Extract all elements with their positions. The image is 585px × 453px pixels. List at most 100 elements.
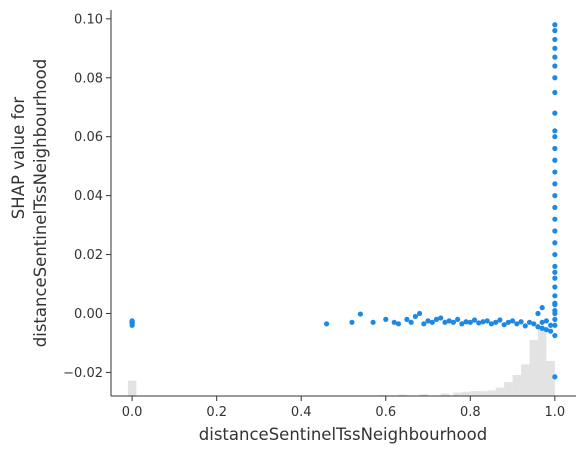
data-point bbox=[535, 324, 541, 330]
x-tick-label: 1.0 bbox=[545, 405, 566, 420]
y-axis-label-line1: SHAP value for bbox=[9, 97, 28, 220]
data-point bbox=[552, 54, 558, 60]
data-point bbox=[552, 310, 558, 317]
data-point bbox=[463, 319, 469, 325]
data-point bbox=[129, 320, 135, 326]
x-tick-label: 0.4 bbox=[291, 405, 312, 420]
data-point bbox=[404, 316, 410, 322]
data-point bbox=[543, 318, 550, 324]
data-point bbox=[552, 63, 558, 69]
x-tick-label: 0.2 bbox=[206, 405, 227, 420]
scatter-points bbox=[129, 22, 558, 380]
data-point bbox=[552, 269, 558, 275]
axes bbox=[110, 10, 576, 397]
data-point bbox=[383, 316, 389, 322]
data-point bbox=[476, 320, 482, 326]
data-point bbox=[357, 311, 364, 317]
data-point bbox=[471, 317, 478, 323]
data-point bbox=[438, 315, 444, 321]
data-point bbox=[505, 319, 511, 325]
data-point bbox=[442, 319, 448, 325]
data-point bbox=[459, 321, 465, 327]
data-point bbox=[408, 319, 414, 325]
histogram-bar bbox=[470, 391, 479, 396]
data-point bbox=[395, 321, 402, 327]
data-point bbox=[446, 318, 452, 324]
feature-histogram bbox=[127, 326, 555, 396]
data-point bbox=[429, 319, 435, 325]
data-point bbox=[552, 169, 558, 175]
data-point bbox=[548, 328, 554, 334]
data-point bbox=[552, 240, 558, 246]
histogram-bar bbox=[512, 375, 522, 396]
data-point bbox=[543, 327, 550, 333]
x-tick-label: 0.0 bbox=[122, 405, 143, 420]
data-point bbox=[535, 310, 541, 317]
x-tick-label: 0.6 bbox=[375, 405, 396, 420]
data-point bbox=[552, 263, 558, 269]
data-point bbox=[539, 305, 545, 311]
data-point bbox=[552, 22, 558, 28]
data-point bbox=[467, 319, 473, 325]
data-point bbox=[552, 181, 558, 187]
histogram-bar bbox=[529, 340, 538, 396]
y-tick-label: 0.00 bbox=[74, 307, 103, 322]
data-point bbox=[552, 128, 558, 134]
data-point bbox=[526, 319, 533, 325]
data-point bbox=[552, 216, 558, 222]
data-point bbox=[425, 318, 431, 324]
y-tick-label: 0.08 bbox=[74, 71, 103, 86]
data-point bbox=[552, 157, 558, 163]
data-point bbox=[552, 374, 558, 380]
data-point bbox=[349, 319, 355, 325]
data-point bbox=[514, 321, 520, 327]
data-point bbox=[552, 45, 558, 51]
data-point bbox=[455, 316, 461, 322]
data-point bbox=[522, 323, 528, 329]
data-point bbox=[412, 313, 418, 320]
data-point bbox=[552, 28, 558, 34]
y-tick-label: 0.02 bbox=[74, 248, 103, 263]
data-point bbox=[493, 319, 499, 325]
data-point bbox=[552, 293, 558, 299]
histogram-bar bbox=[546, 361, 555, 396]
histogram-bar bbox=[377, 394, 386, 396]
histogram-bar bbox=[127, 380, 137, 396]
data-point bbox=[552, 75, 558, 81]
data-point bbox=[552, 275, 558, 281]
y-tick-label: 0.06 bbox=[74, 130, 103, 145]
data-point bbox=[552, 193, 558, 199]
data-point bbox=[552, 134, 558, 140]
histogram-bar bbox=[487, 390, 496, 396]
data-point bbox=[370, 319, 376, 325]
data-point bbox=[539, 325, 545, 331]
data-point bbox=[552, 89, 558, 96]
y-ticks: −0.02 0.00 0.02 0.04 0.06 0.08 0.10 bbox=[63, 12, 111, 381]
y-tick-label: 0.04 bbox=[74, 189, 103, 204]
data-point bbox=[552, 204, 558, 211]
data-point bbox=[552, 110, 558, 116]
data-point bbox=[531, 321, 537, 327]
data-point bbox=[552, 145, 558, 152]
histogram-bar bbox=[419, 394, 429, 396]
data-point bbox=[539, 319, 545, 325]
data-point bbox=[433, 316, 440, 322]
data-point bbox=[450, 319, 457, 325]
data-point bbox=[552, 322, 558, 328]
data-point bbox=[552, 316, 558, 322]
data-point bbox=[421, 321, 427, 327]
data-point bbox=[488, 321, 495, 327]
data-point bbox=[548, 322, 554, 328]
data-point bbox=[501, 322, 507, 328]
data-point bbox=[480, 319, 486, 325]
histogram-bar bbox=[495, 387, 505, 396]
x-tick-label: 0.8 bbox=[460, 405, 481, 420]
y-tick-label: 0.10 bbox=[74, 12, 103, 27]
histogram-bar bbox=[537, 326, 547, 396]
data-point bbox=[416, 310, 423, 317]
data-point bbox=[552, 251, 558, 258]
data-point bbox=[552, 228, 558, 234]
histogram-bar bbox=[453, 392, 462, 396]
data-point bbox=[323, 321, 330, 327]
